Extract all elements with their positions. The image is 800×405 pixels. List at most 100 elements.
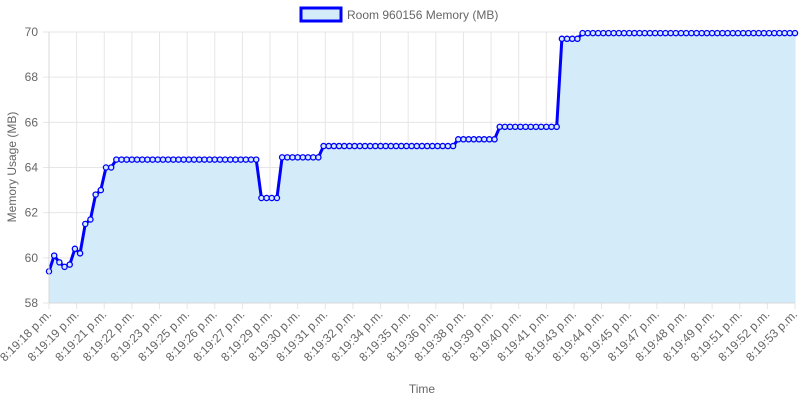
data-point-55[interactable] [330, 142, 338, 150]
data-point-120[interactable] [667, 29, 674, 37]
data-point-75[interactable] [434, 142, 441, 150]
data-point-125[interactable] [693, 29, 700, 37]
data-point-79[interactable] [455, 136, 462, 143]
data-point-17[interactable] [133, 156, 141, 163]
data-point-121[interactable] [672, 29, 680, 37]
data-point-66[interactable] [387, 142, 395, 150]
data-point-96[interactable] [543, 123, 550, 131]
data-point-129[interactable] [714, 29, 721, 37]
data-point-43[interactable] [268, 194, 276, 202]
data-point-94[interactable] [532, 123, 540, 131]
data-point-93[interactable] [527, 123, 535, 131]
data-point-23[interactable] [164, 156, 172, 163]
data-point-44[interactable] [273, 194, 281, 202]
data-point-99[interactable] [558, 35, 566, 43]
data-point-138[interactable] [760, 29, 768, 37]
data-point-141[interactable] [776, 29, 783, 37]
data-point-103[interactable] [579, 29, 586, 37]
data-point-1[interactable] [50, 252, 58, 259]
data-point-127[interactable] [703, 29, 711, 37]
data-point-21[interactable] [154, 156, 162, 163]
data-point-54[interactable] [325, 142, 332, 150]
data-point-38[interactable] [242, 156, 250, 163]
data-point-85[interactable] [486, 136, 493, 143]
data-point-122[interactable] [677, 29, 685, 37]
data-point-81[interactable] [465, 136, 472, 143]
data-point-133[interactable] [734, 29, 742, 37]
data-point-5[interactable] [71, 245, 79, 253]
data-point-76[interactable] [439, 142, 446, 150]
data-point-34[interactable] [221, 156, 229, 163]
data-point-3[interactable] [61, 263, 68, 271]
data-point-140[interactable] [771, 29, 778, 37]
data-point-115[interactable] [641, 29, 649, 37]
data-point-36[interactable] [232, 156, 239, 163]
data-point-50[interactable] [304, 154, 312, 161]
data-point-107[interactable] [600, 29, 607, 37]
data-point-108[interactable] [605, 29, 612, 37]
data-point-82[interactable] [470, 136, 478, 143]
data-point-33[interactable] [216, 156, 224, 163]
data-point-88[interactable] [501, 123, 509, 131]
data-point-63[interactable] [372, 142, 379, 150]
data-point-80[interactable] [460, 136, 467, 143]
data-point-102[interactable] [574, 35, 581, 43]
data-point-51[interactable] [309, 154, 317, 161]
data-point-105[interactable] [589, 29, 597, 37]
data-point-118[interactable] [657, 29, 664, 37]
data-point-7[interactable] [82, 220, 89, 228]
data-point-110[interactable] [615, 29, 623, 37]
data-point-100[interactable] [563, 35, 571, 43]
data-point-77[interactable] [444, 142, 452, 150]
data-point-60[interactable] [356, 142, 364, 150]
data-point-71[interactable] [413, 142, 421, 150]
data-point-68[interactable] [398, 142, 405, 150]
data-point-130[interactable] [719, 29, 726, 37]
data-point-78[interactable] [449, 142, 457, 150]
data-point-74[interactable] [429, 142, 436, 150]
data-point-10[interactable] [97, 186, 105, 194]
data-point-32[interactable] [211, 156, 219, 163]
data-point-135[interactable] [745, 29, 752, 37]
data-point-111[interactable] [620, 29, 628, 37]
data-point-84[interactable] [480, 136, 488, 143]
data-point-90[interactable] [512, 123, 519, 131]
data-point-98[interactable] [553, 123, 560, 131]
data-point-136[interactable] [750, 29, 757, 37]
data-point-58[interactable] [346, 142, 353, 150]
data-point-124[interactable] [688, 29, 695, 37]
data-point-18[interactable] [138, 156, 146, 163]
data-point-112[interactable] [625, 29, 633, 37]
data-point-25[interactable] [175, 156, 182, 163]
data-point-64[interactable] [377, 142, 384, 150]
data-point-45[interactable] [278, 154, 286, 161]
data-point-143[interactable] [786, 29, 794, 37]
data-point-28[interactable] [190, 156, 198, 163]
data-point-12[interactable] [107, 164, 115, 171]
data-point-113[interactable] [631, 29, 638, 37]
data-point-15[interactable] [123, 156, 130, 163]
data-point-123[interactable] [682, 29, 690, 37]
data-point-14[interactable] [118, 156, 125, 163]
legend-label[interactable]: Room 960156 Memory (MB) [347, 8, 498, 22]
data-point-9[interactable] [92, 191, 99, 198]
data-point-16[interactable] [128, 156, 136, 163]
data-point-128[interactable] [708, 29, 716, 37]
data-point-104[interactable] [584, 29, 592, 37]
data-point-119[interactable] [662, 29, 669, 37]
data-point-30[interactable] [201, 156, 208, 163]
legend[interactable]: Room 960156 Memory (MB) [299, 6, 498, 23]
data-point-116[interactable] [646, 29, 654, 37]
data-point-4[interactable] [66, 261, 73, 268]
data-point-134[interactable] [739, 29, 747, 37]
data-point-46[interactable] [284, 154, 291, 161]
data-point-97[interactable] [548, 123, 555, 131]
data-point-40[interactable] [252, 156, 260, 163]
data-point-83[interactable] [475, 136, 483, 143]
data-point-39[interactable] [247, 156, 255, 163]
data-point-42[interactable] [263, 194, 270, 202]
data-point-52[interactable] [315, 154, 322, 161]
data-point-72[interactable] [418, 142, 426, 150]
data-point-47[interactable] [289, 154, 296, 161]
data-point-106[interactable] [594, 29, 602, 37]
